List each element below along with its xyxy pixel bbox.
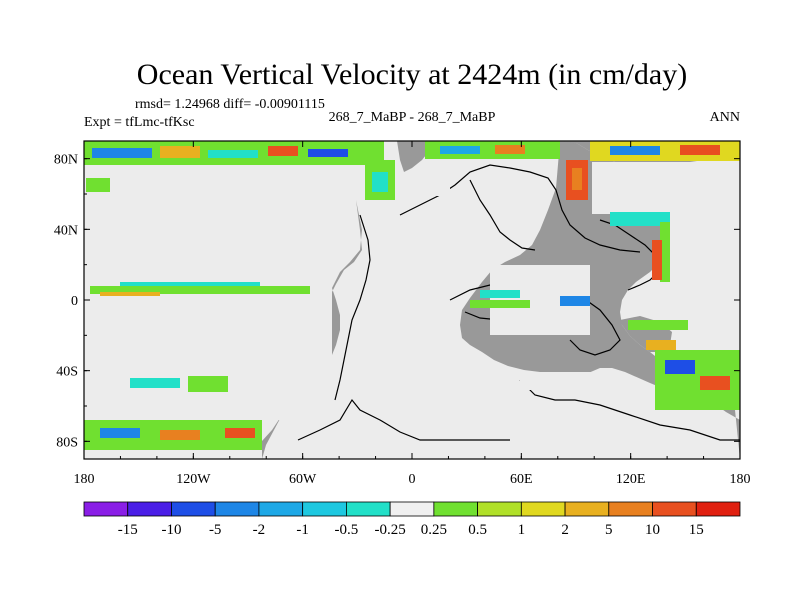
colorbar-swatch (214, 501, 260, 517)
colorbar-swatch (477, 501, 522, 517)
y-tick-label: 0 (71, 294, 78, 309)
y-tick-label: 40N (54, 223, 78, 238)
y-tick-label: 40S (56, 365, 78, 380)
north-band-cyan (208, 150, 258, 158)
colorbar-swatch (433, 501, 479, 517)
west-pacific-green-blob (86, 178, 110, 192)
north-band-far-east-blue (610, 146, 660, 155)
colorbar-label: -5 (209, 522, 222, 538)
colorbar-swatch (520, 501, 566, 517)
stats-label: rmsd= 1.24968 diff= -0.00901115 (135, 97, 325, 112)
colorbar-swatch (608, 501, 653, 517)
colorbar-label: 5 (605, 522, 613, 538)
indian-green-patch (470, 300, 530, 308)
north-band-east-orange (495, 145, 525, 154)
southern-ocean-neutral (520, 372, 600, 390)
north-band-far-east-red (680, 145, 720, 155)
north-atlantic-neutral (420, 182, 450, 196)
coast-line-3 (469, 179, 536, 251)
x-tick-label: 120E (616, 472, 646, 487)
southeast-band-red (700, 376, 730, 390)
x-tick-label: 180 (74, 472, 95, 487)
colorbar-swatch (127, 501, 172, 517)
colorbar-label: 0.25 (421, 522, 447, 538)
colorbar-swatch (83, 501, 129, 517)
colorbar-label: -10 (161, 522, 181, 538)
north-band-blue (92, 148, 152, 158)
colorbar-swatch (258, 501, 304, 517)
equatorial-band-cyan (120, 282, 260, 286)
colorbar-label: -15 (118, 522, 138, 538)
colorbar-swatch (345, 501, 391, 517)
south-band-red (225, 428, 255, 438)
equatorial-band-green (90, 286, 310, 294)
colorbar-swatch (389, 501, 435, 517)
coast-line-1 (297, 398, 510, 441)
x-tick-label: 60W (289, 472, 317, 487)
colorbar-label: 2 (561, 522, 569, 538)
y-tick-label: 80S (56, 435, 78, 450)
coast-line-7 (569, 299, 621, 356)
colorbar-label: 1 (518, 522, 526, 538)
colorbar: -15 -10 -5 -2 -1 -0.5 -0.25 0.25 0.5 1 2 5 10 15 (83, 501, 741, 538)
colorbar-swatch (652, 501, 697, 517)
north-band-red (268, 146, 298, 156)
colorbar-label: -1 (296, 522, 309, 538)
north-band-navy (308, 149, 348, 157)
north-east-neutral (600, 180, 620, 210)
maritime-green (628, 320, 688, 330)
south-pacific-green (188, 376, 228, 392)
season-label: ANN (710, 110, 740, 125)
colorbar-label: -0.25 (375, 522, 406, 538)
experiment-label: Expt = tfLmc-tfKsc (84, 115, 195, 130)
coast-line-4 (334, 214, 371, 401)
colorbar-swatch (302, 501, 347, 517)
north-pacific-cyan-strip (610, 212, 670, 226)
coast-line-5 (519, 379, 740, 441)
x-tick-label: 0 (409, 472, 416, 487)
south-band-orange (160, 430, 200, 440)
southeast-band-blue (665, 360, 695, 374)
colorbar-swatch (171, 501, 216, 517)
map-plot (84, 141, 740, 459)
velocity-anomalies (84, 141, 740, 450)
x-tick-label: 180 (730, 472, 751, 487)
north-band-orange (160, 146, 200, 158)
north-pacific-green-strip (660, 222, 670, 282)
x-tick-label: 60E (510, 472, 533, 487)
colorbar-label: 0.5 (468, 522, 487, 538)
colorbar-label: -0.5 (335, 522, 359, 538)
north-band-east-blue (440, 146, 480, 154)
south-band-blue (100, 428, 140, 438)
land-north-polar-cap (397, 141, 430, 172)
maritime-orange (646, 340, 676, 350)
y-tick-label: 80N (54, 153, 78, 168)
period-label: 268_7_MaBP - 268_7_MaBP (329, 110, 496, 125)
indian-blue-dots (560, 296, 590, 306)
colorbar-label: 15 (689, 522, 704, 538)
x-tick-label: 120W (176, 472, 211, 487)
colorbar-label: -2 (253, 522, 266, 538)
atlantic-cyan-blob (372, 172, 388, 192)
equatorial-band-orange (100, 292, 160, 296)
east-pacific-orange-blob (572, 168, 582, 190)
colorbar-swatch (564, 501, 610, 517)
indian-cyan-patch (480, 290, 520, 298)
colorbar-label: 10 (645, 522, 660, 538)
north-band-east-green (425, 141, 560, 159)
south-pacific-cyan (130, 378, 180, 388)
chart-title: Ocean Vertical Velocity at 2424m (in cm/… (137, 58, 687, 91)
map-axes: 180 120W 60W 0 60E 120E 180 80N 40N 0 40S 80S (54, 140, 751, 487)
colorbar-swatch (695, 501, 741, 517)
western-boundary-red (652, 240, 662, 280)
